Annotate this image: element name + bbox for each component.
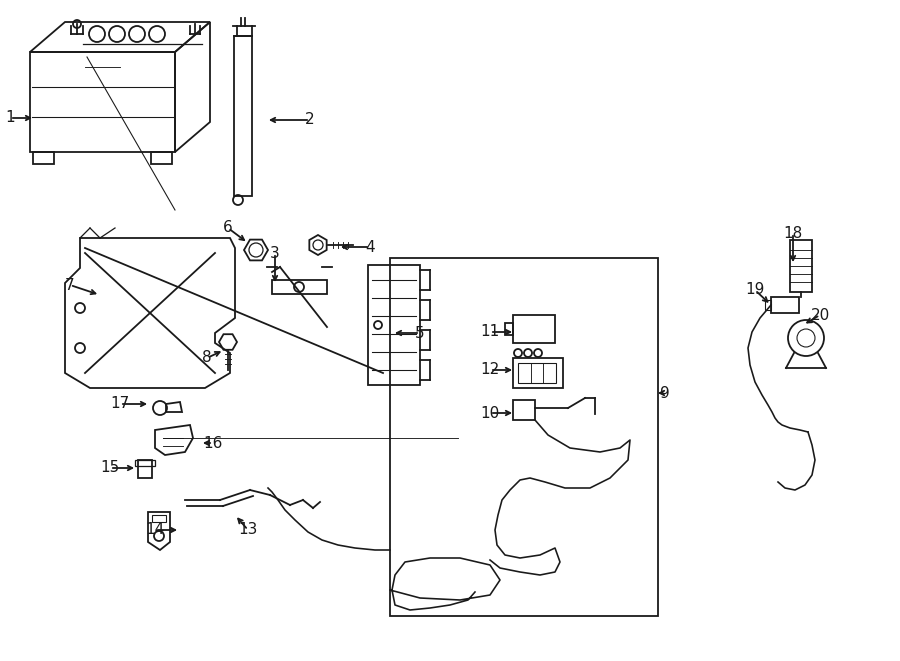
Text: 14: 14 <box>146 522 165 537</box>
Text: 7: 7 <box>65 278 75 293</box>
Bar <box>135 460 155 466</box>
Bar <box>234 36 252 196</box>
Bar <box>390 258 658 616</box>
Bar <box>518 363 556 383</box>
Text: 12: 12 <box>481 362 500 377</box>
Bar <box>505 323 513 335</box>
Text: 8: 8 <box>202 350 211 366</box>
Text: 15: 15 <box>101 461 120 475</box>
Bar <box>513 358 563 388</box>
Bar <box>765 300 771 310</box>
Text: 5: 5 <box>415 325 425 340</box>
Text: 13: 13 <box>238 522 257 537</box>
Text: 3: 3 <box>270 245 280 260</box>
Text: 11: 11 <box>481 325 500 340</box>
Text: 16: 16 <box>203 436 222 451</box>
Text: 6: 6 <box>223 221 233 235</box>
Text: 20: 20 <box>810 307 830 323</box>
Text: 10: 10 <box>481 405 500 420</box>
Bar <box>771 297 799 313</box>
Text: 1: 1 <box>5 110 14 126</box>
Bar <box>513 315 555 343</box>
Bar <box>152 515 166 522</box>
Text: 17: 17 <box>111 397 130 412</box>
Text: 2: 2 <box>305 112 315 128</box>
Text: 19: 19 <box>745 282 765 297</box>
Bar <box>138 460 152 478</box>
Text: 4: 4 <box>365 239 374 254</box>
Bar <box>790 240 812 292</box>
Bar <box>513 400 535 420</box>
Text: 18: 18 <box>783 225 803 241</box>
Text: 9: 9 <box>660 385 670 401</box>
